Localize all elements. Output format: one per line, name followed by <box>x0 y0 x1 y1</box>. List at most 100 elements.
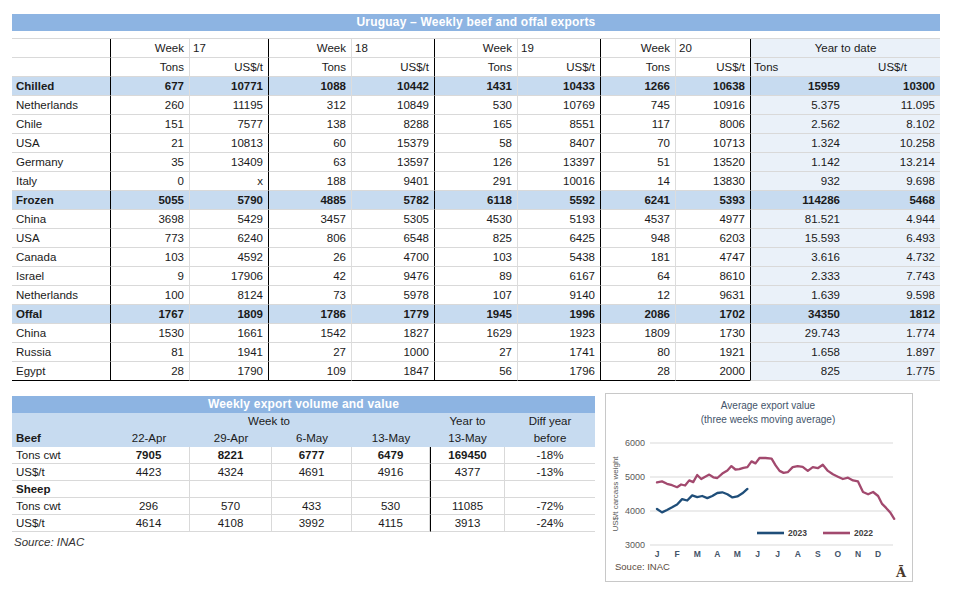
table-cell: 13409 <box>189 153 268 172</box>
table-cell: 10771 <box>189 77 268 96</box>
usdt-col-header: US$/t <box>517 58 600 77</box>
month-label: A <box>795 549 801 559</box>
table-cell: 433 <box>272 498 352 515</box>
table-cell: 10849 <box>351 96 434 115</box>
table-cell: 1786 <box>268 305 351 324</box>
section-row-label: Chilled <box>12 77 110 96</box>
table-cell: 107 <box>434 286 517 305</box>
table-cell: 1542 <box>268 324 351 343</box>
month-label: O <box>835 549 842 559</box>
date-col-header: 29-Apr <box>190 430 272 447</box>
table-cell: 10016 <box>517 172 600 191</box>
ytd-usdt-col-header: US$/t <box>845 58 940 77</box>
table-cell: -13% <box>505 464 595 481</box>
y-tick-label: 5000 <box>625 472 645 482</box>
table-cell: 8.102 <box>845 115 940 134</box>
table-cell: 1.775 <box>845 362 940 381</box>
table-cell: 4423 <box>108 464 190 481</box>
table-cell: 1629 <box>434 324 517 343</box>
table-cell: 948 <box>600 229 675 248</box>
week-header-label: Week <box>268 39 351 58</box>
section-row-label: Offal <box>12 305 110 324</box>
table-cell: 15379 <box>351 134 434 153</box>
table-cell: 1767 <box>110 305 189 324</box>
table-cell: 10300 <box>845 77 940 96</box>
table-cell: 8006 <box>675 115 750 134</box>
table-cell: 9.698 <box>845 172 940 191</box>
table-cell: 5438 <box>517 248 600 267</box>
table-cell: 103 <box>434 248 517 267</box>
table-cell: 28 <box>600 362 675 381</box>
table-cell: 73 <box>268 286 351 305</box>
table-cell: 13520 <box>675 153 750 172</box>
table-cell: 9 <box>110 267 189 286</box>
country-row-label: Italy <box>12 172 110 191</box>
group-header-beef: Beef <box>12 430 108 447</box>
table-cell: 165 <box>434 115 517 134</box>
table-cell: -18% <box>505 447 595 464</box>
table-cell: 4977 <box>675 210 750 229</box>
table-cell: 6777 <box>272 447 352 464</box>
table-cell: 103 <box>110 248 189 267</box>
table-cell: 27 <box>434 343 517 362</box>
country-row-label: Chile <box>12 115 110 134</box>
metric-row-label: Tons cwt <box>12 447 108 464</box>
diff-year-header: Diff year <box>505 413 595 430</box>
usdt-col-header: US$/t <box>351 58 434 77</box>
table-cell: 296 <box>108 498 190 515</box>
table-cell: 1996 <box>517 305 600 324</box>
chart-subtitle: (three weeks moving average) <box>701 414 836 425</box>
table-cell: 64 <box>600 267 675 286</box>
table-cell: 4324 <box>190 464 272 481</box>
month-label: D <box>875 549 881 559</box>
table-cell: 6241 <box>600 191 675 210</box>
table-cell: 9476 <box>351 267 434 286</box>
country-row-label: Canada <box>12 248 110 267</box>
table-cell: 34350 <box>750 305 845 324</box>
chart-canvas: Average export value(three weeks moving … <box>605 393 913 582</box>
table-cell: 1941 <box>189 343 268 362</box>
table-cell: 260 <box>110 96 189 115</box>
table-cell: 8610 <box>675 267 750 286</box>
table-cell: 11.095 <box>845 96 940 115</box>
table-cell: 1945 <box>434 305 517 324</box>
table-cell: 15959 <box>750 77 845 96</box>
table-cell: 291 <box>434 172 517 191</box>
table-cell: 806 <box>268 229 351 248</box>
table2-source: Source: INAC <box>12 536 595 548</box>
table-cell: 5.375 <box>750 96 845 115</box>
table-cell: 8551 <box>517 115 600 134</box>
legend-2022-label: 2022 <box>854 528 873 538</box>
table-cell: 1796 <box>517 362 600 381</box>
country-row-label: Israel <box>12 267 110 286</box>
report-page: { "table1": { "title": "Uruguay – Weekly… <box>0 0 970 613</box>
table-cell: 11195 <box>189 96 268 115</box>
table-cell: 1000 <box>351 343 434 362</box>
table-cell: 1.142 <box>750 153 845 172</box>
table-cell: 58 <box>434 134 517 153</box>
table-cell: 5782 <box>351 191 434 210</box>
table-cell: 60 <box>268 134 351 153</box>
table-cell: 6425 <box>517 229 600 248</box>
table-cell: 5468 <box>845 191 940 210</box>
date-col-header: 6-May <box>272 430 352 447</box>
table-cell <box>190 481 272 498</box>
table-cell: 530 <box>434 96 517 115</box>
month-label: J <box>755 549 760 559</box>
country-row-label: USA <box>12 229 110 248</box>
month-label: F <box>674 549 679 559</box>
table-cell: 825 <box>750 362 845 381</box>
corner-cell <box>12 58 110 77</box>
table-cell: 1266 <box>600 77 675 96</box>
month-label: S <box>815 549 821 559</box>
month-label: M <box>694 549 701 559</box>
table-cell: 1431 <box>434 77 517 96</box>
metric-row-label: US$/t <box>12 515 108 532</box>
table-cell: 100 <box>110 286 189 305</box>
table-cell: 27 <box>268 343 351 362</box>
date-col-header: 13-May <box>352 430 430 447</box>
table-cell: 1530 <box>110 324 189 343</box>
table-cell: 35 <box>110 153 189 172</box>
table-cell: 12 <box>600 286 675 305</box>
y-tick-label: 3000 <box>625 540 645 550</box>
